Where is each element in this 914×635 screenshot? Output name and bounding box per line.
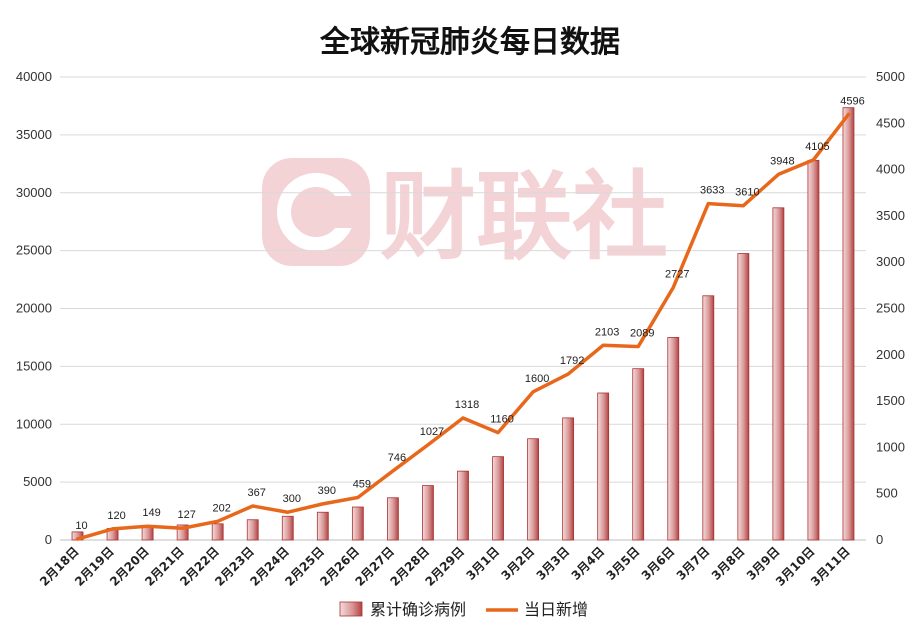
data-label: 390: [318, 485, 336, 497]
x-tick-label: 3月8日: [709, 544, 748, 583]
bar: [316, 511, 329, 541]
x-tick-label: 3月6日: [639, 544, 678, 583]
bar-series: [71, 107, 855, 541]
line-series: [75, 112, 851, 541]
y-right-tick-label: 4500: [876, 115, 905, 130]
bar: [141, 526, 154, 541]
bar: [737, 253, 750, 541]
bar: [422, 485, 434, 541]
data-label: 2089: [630, 328, 654, 340]
legend-bar-swatch: [339, 601, 363, 617]
watermark-c-gap: [322, 196, 362, 228]
y-left-tick-label: 40000: [16, 69, 52, 84]
x-axis: 2月18日2月19日2月20日2月21日2月22日2月23日2月24日2月25日…: [37, 544, 853, 589]
y-right-tick-label: 2500: [876, 301, 905, 316]
data-label: 1600: [525, 373, 549, 385]
data-labels: 10 120 149 127 202 367 300 390 459 746 1027 1318 116…: [75, 95, 864, 532]
bar: [632, 368, 645, 541]
legend-label-bars: 累计确诊病例: [370, 600, 466, 619]
y-right-tick-label: 1000: [876, 439, 905, 454]
y-right-tick-label: 500: [876, 486, 898, 501]
data-label: 2103: [595, 326, 619, 338]
y-right-tick-label: 3500: [876, 208, 905, 223]
x-tick-label: 3月5日: [604, 544, 643, 583]
bar: [211, 523, 224, 541]
data-label: 746: [388, 452, 406, 464]
data-label: 202: [213, 502, 231, 514]
data-label: 1160: [490, 414, 514, 426]
watermark: 财联社: [262, 158, 668, 273]
data-label: 3633: [700, 185, 724, 197]
data-label: 1792: [560, 355, 584, 367]
y-left-tick-label: 0: [45, 532, 52, 547]
y-left-tick-label: 30000: [16, 185, 52, 200]
bar: [492, 456, 504, 541]
data-label: 3610: [735, 187, 759, 199]
data-label: 367: [248, 487, 266, 499]
chart-title: 全球新冠肺炎每日数据: [319, 25, 620, 60]
data-label: 10: [75, 520, 87, 532]
bar: [667, 337, 680, 541]
y-left-tick-label: 20000: [16, 301, 52, 316]
legend: 累计确诊病例 当日新增: [339, 600, 588, 619]
data-label: 1027: [420, 426, 444, 438]
bar: [527, 438, 539, 541]
x-tick-label: 3月4日: [569, 544, 608, 583]
data-label: 2727: [665, 268, 689, 280]
series-line-daily-new: [75, 112, 851, 541]
x-tick-label: 2月29日: [423, 544, 468, 589]
bar: [176, 524, 189, 541]
bar: [281, 515, 294, 541]
bar: [807, 159, 820, 541]
bar: [702, 295, 715, 541]
x-tick-label: 3月7日: [674, 544, 713, 583]
data-label: 120: [107, 510, 125, 522]
data-label: 3948: [770, 155, 794, 167]
x-tick-label: 3月11日: [808, 544, 853, 589]
watermark-text: 财联社: [380, 161, 668, 273]
y-right-tick-label: 3000: [876, 254, 905, 269]
y-left-tick-label: 5000: [23, 474, 52, 489]
bar: [597, 392, 610, 541]
y-right-tick-label: 4000: [876, 162, 905, 177]
data-label: 127: [177, 509, 195, 521]
bar: [387, 497, 399, 541]
y-right-tick-label: 1500: [876, 393, 905, 408]
bar: [351, 506, 364, 541]
x-tick-label: 3月3日: [534, 544, 573, 583]
y-left-tick-label: 35000: [16, 127, 52, 142]
bar: [842, 107, 855, 541]
data-label: 1318: [455, 399, 479, 411]
data-label: 300: [283, 493, 301, 505]
legend-label-line: 当日新增: [524, 600, 588, 619]
data-label: 4596: [840, 95, 864, 107]
y-right-tick-label: 5000: [876, 69, 905, 84]
bar: [562, 417, 575, 541]
bar: [457, 470, 469, 541]
bar: [772, 207, 785, 541]
y-left-tick-label: 15000: [16, 358, 52, 373]
y-left-tick-label: 25000: [16, 243, 52, 258]
data-label: 459: [353, 478, 371, 490]
y-axis-left: 0 5000 10000 15000 20000 25000 30000 35000 40000: [16, 69, 52, 547]
data-label: 149: [142, 507, 160, 519]
data-label: 4105: [805, 141, 829, 153]
y-axis-right: 0 500 1000 1500 2000 2500 3000 3500 4000 4500 5000: [876, 69, 905, 547]
y-right-tick-label: 2000: [876, 347, 905, 362]
x-tick-label: 3月2日: [499, 544, 538, 583]
bar: [246, 519, 259, 541]
y-right-tick-label: 0: [876, 532, 883, 547]
y-left-tick-label: 10000: [16, 416, 52, 431]
x-tick-label: 3月1日: [463, 544, 502, 583]
